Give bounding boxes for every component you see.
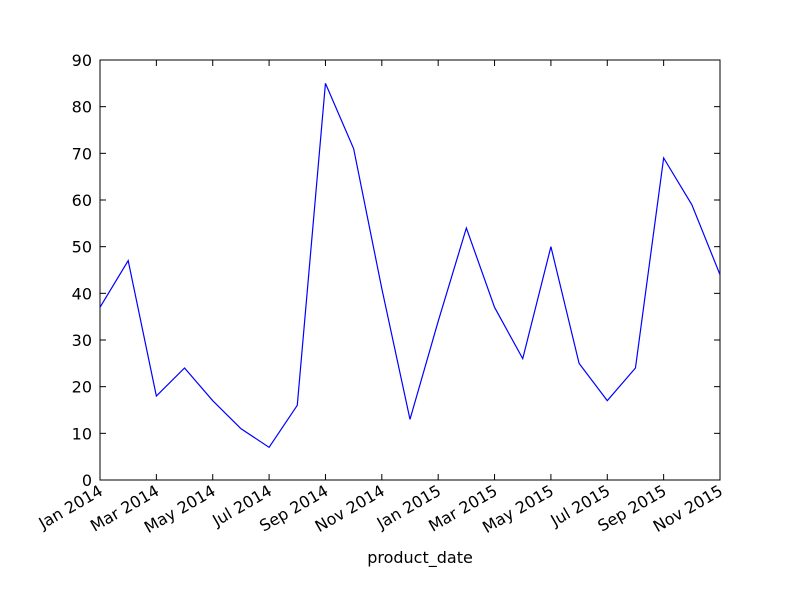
y-tick-label: 60	[72, 191, 92, 210]
series-layer	[99, 83, 721, 449]
y-tick-label: 0	[82, 471, 92, 490]
y-tick-label: 40	[72, 284, 92, 303]
y-tick-label: 20	[72, 378, 92, 397]
y-tick-label: 80	[72, 98, 92, 117]
x-axis-label: product_date	[367, 548, 473, 568]
y-tick-label: 30	[72, 331, 92, 350]
y-axis: 0 10 20 30 40 50 60 70 80 90	[72, 51, 720, 490]
plot-area	[99, 59, 721, 481]
y-tick-label: 90	[72, 51, 92, 70]
y-tick-label: 70	[72, 144, 92, 163]
series-line	[99, 83, 721, 449]
y-tick-label: 10	[72, 424, 92, 443]
y-tick-label: 50	[72, 238, 92, 257]
